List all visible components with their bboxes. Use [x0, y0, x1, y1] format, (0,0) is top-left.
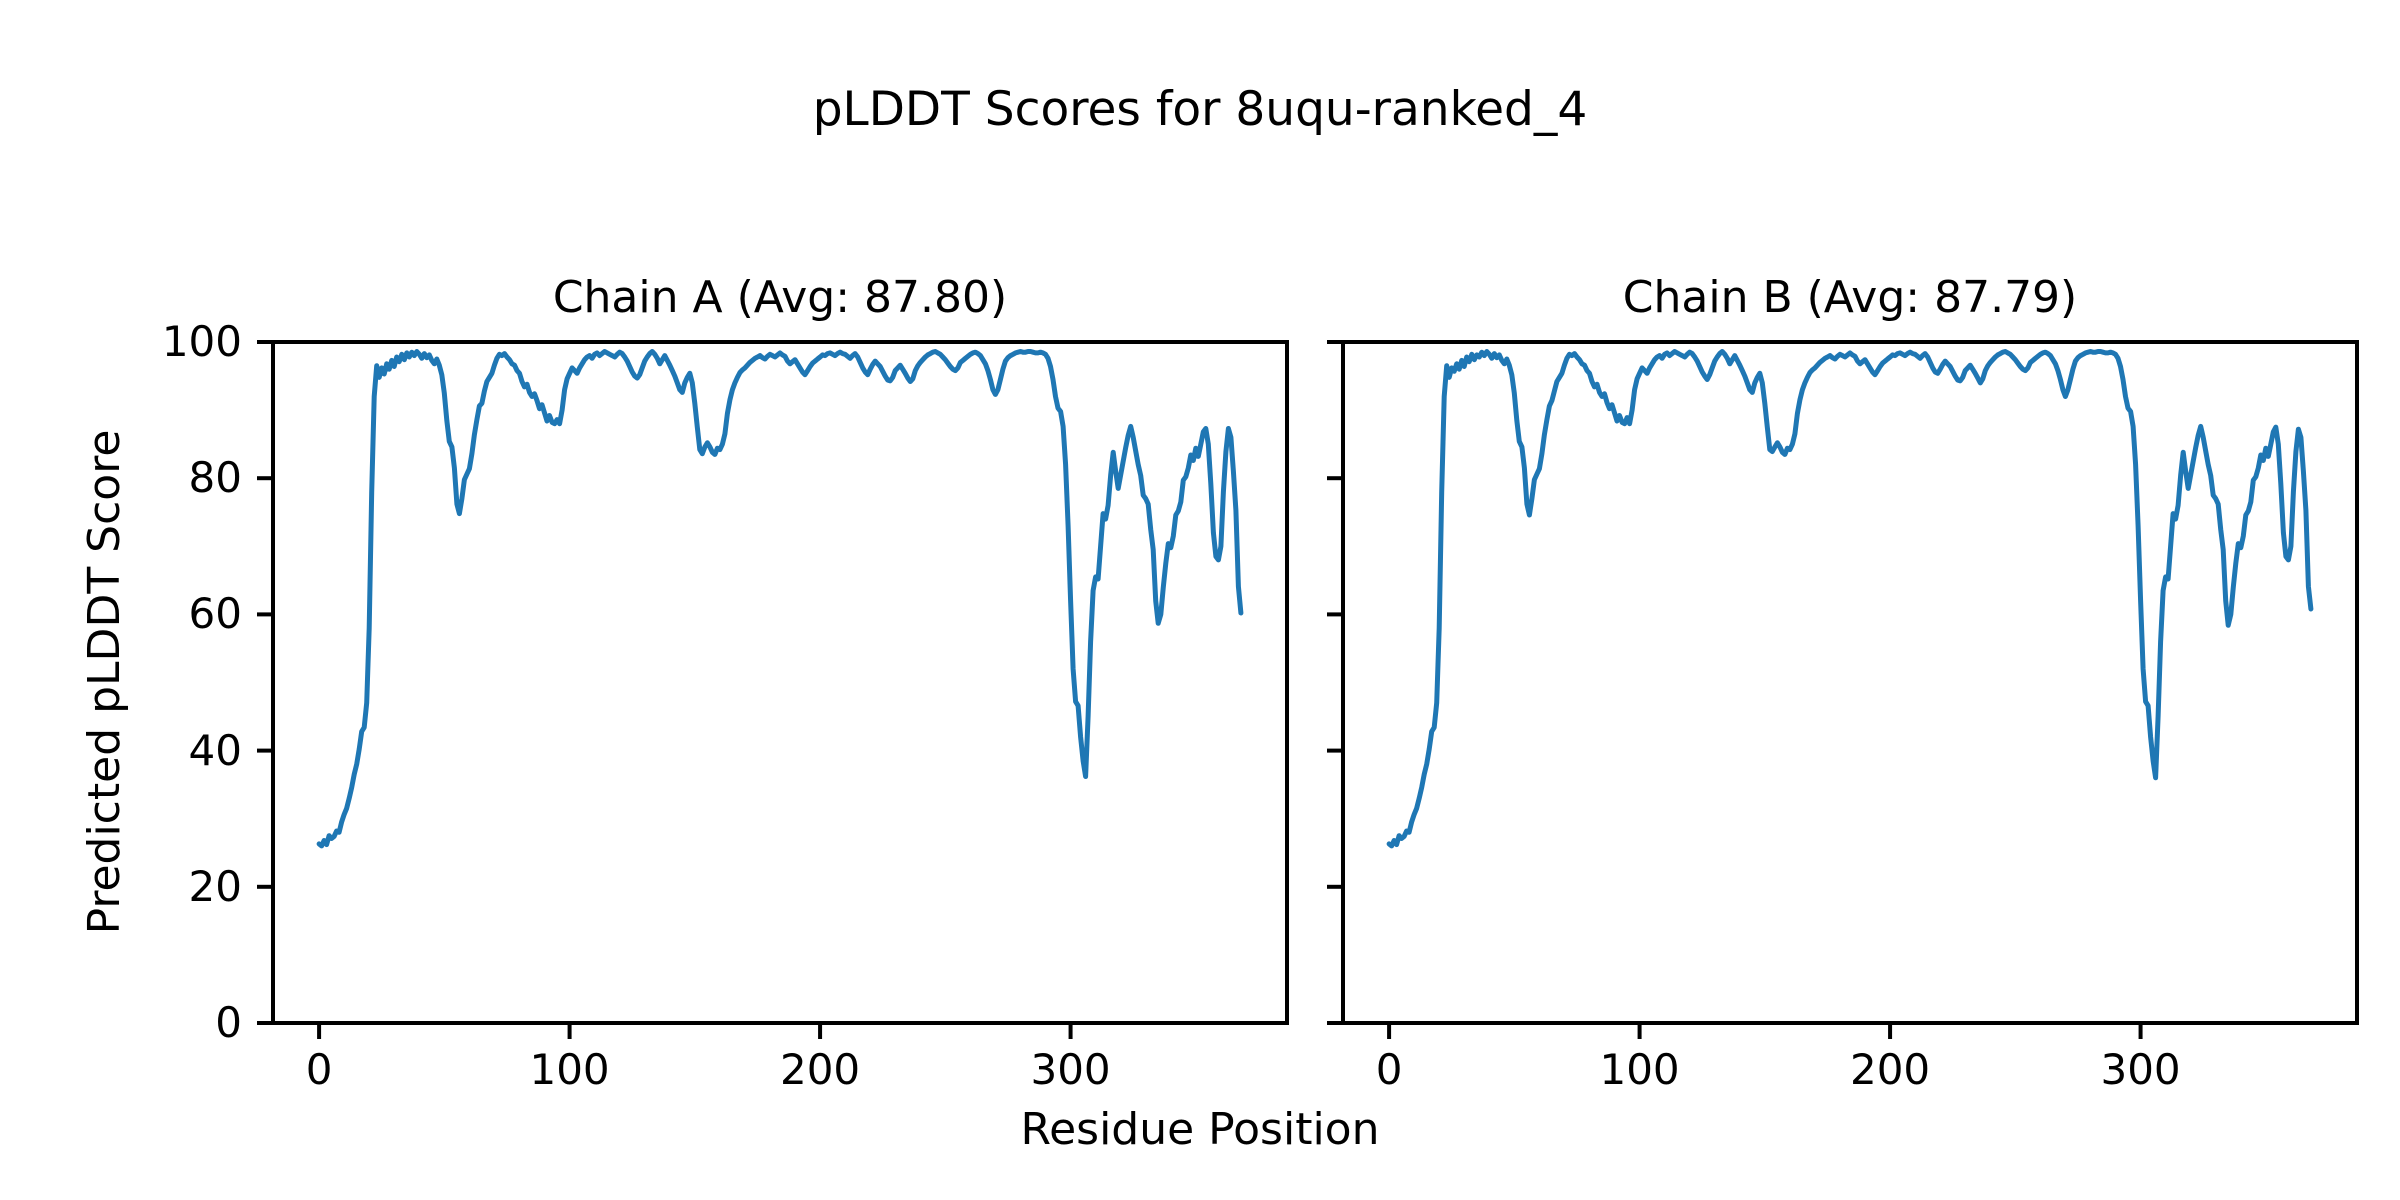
figure-title: pLDDT Scores for 8uqu-ranked_4: [812, 82, 1588, 137]
x-tick-label: 300: [2100, 1045, 2181, 1094]
x-tick-label: 0: [305, 1045, 333, 1094]
x-tick-label: 200: [779, 1045, 861, 1094]
y-tick-label: 100: [161, 317, 242, 366]
x-axis-label: Residue Position: [1020, 1104, 1380, 1155]
y-axis-label: Predicted pLDDT Score: [78, 429, 130, 935]
y-tick-label: 40: [188, 725, 242, 775]
subplot-title-chain-b: Chain B (Avg: 87.79): [1622, 272, 2078, 323]
plddt-line-chain-a: [316, 349, 1244, 849]
y-tick-label: 60: [188, 589, 242, 639]
y-tick-label: 80: [188, 453, 242, 503]
x-tick-label: 300: [1030, 1045, 1111, 1094]
plddt-line-chain-b: [1386, 349, 2314, 849]
x-tick-label: 100: [1599, 1045, 1680, 1094]
axes-spine-chain-a: [271, 340, 1289, 1025]
x-tick-label: 200: [1849, 1045, 1931, 1094]
x-tick-label: 100: [529, 1045, 610, 1094]
subplot-title-chain-a: Chain A (Avg: 87.80): [552, 272, 1008, 323]
y-tick-label: 20: [188, 861, 242, 911]
y-tick-label: 0: [215, 998, 242, 1047]
axes-spine-chain-b: [1341, 340, 2359, 1025]
x-tick-label: 0: [1375, 1045, 1403, 1094]
